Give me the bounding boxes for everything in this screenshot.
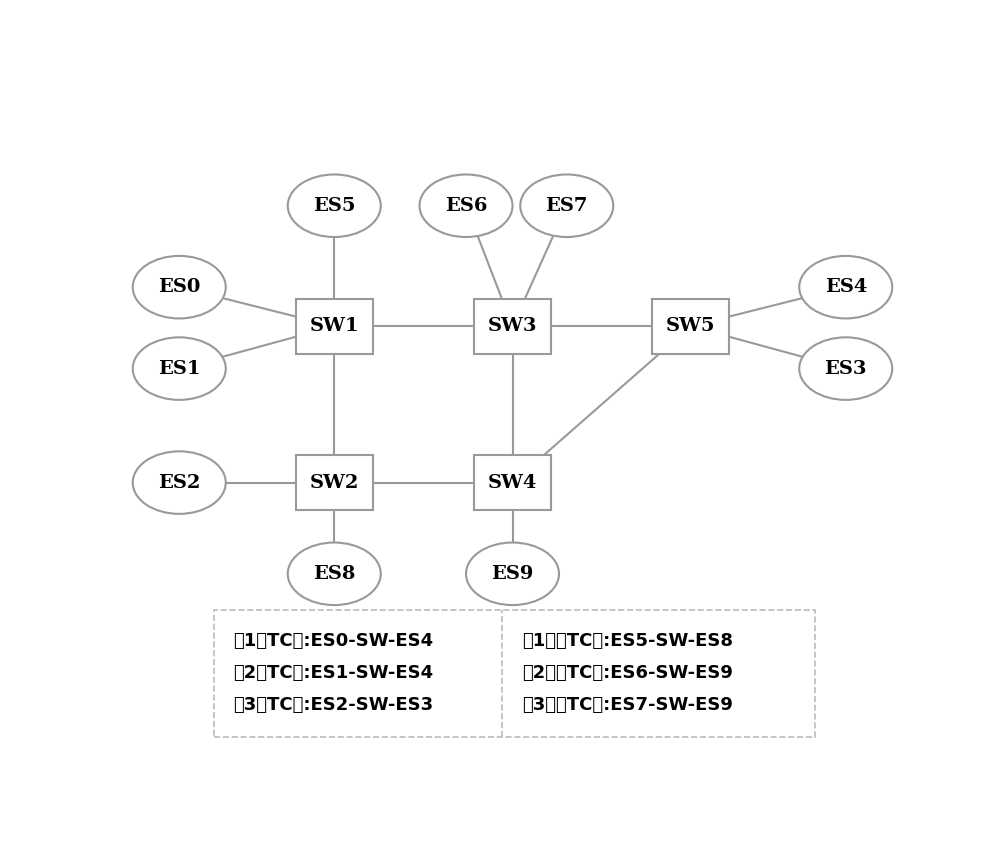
Text: SW3: SW3: [488, 317, 537, 335]
Ellipse shape: [420, 174, 512, 237]
Text: SW5: SW5: [666, 317, 716, 335]
FancyBboxPatch shape: [652, 299, 729, 354]
Text: ES2: ES2: [158, 474, 200, 492]
Text: ES7: ES7: [546, 197, 588, 215]
Ellipse shape: [799, 255, 892, 318]
Text: ES3: ES3: [824, 360, 867, 377]
Text: SW1: SW1: [309, 317, 359, 335]
FancyBboxPatch shape: [214, 610, 815, 737]
Text: ES0: ES0: [158, 278, 200, 296]
FancyBboxPatch shape: [296, 299, 373, 354]
Ellipse shape: [466, 542, 559, 605]
Text: ES9: ES9: [491, 565, 534, 583]
Text: ES1: ES1: [158, 360, 201, 377]
FancyBboxPatch shape: [474, 299, 551, 354]
Ellipse shape: [520, 174, 613, 237]
Text: 第1个非TC流:ES5-SW-ES8: 第1个非TC流:ES5-SW-ES8: [522, 632, 733, 651]
FancyBboxPatch shape: [474, 455, 551, 510]
Ellipse shape: [133, 338, 226, 400]
Text: ES5: ES5: [313, 197, 356, 215]
Ellipse shape: [133, 451, 226, 514]
Ellipse shape: [133, 255, 226, 318]
Text: SW4: SW4: [488, 474, 537, 492]
Ellipse shape: [799, 338, 892, 400]
Text: 第2个TC流:ES1-SW-ES4: 第2个TC流:ES1-SW-ES4: [234, 664, 434, 682]
Text: ES8: ES8: [313, 565, 355, 583]
Text: ES4: ES4: [825, 278, 867, 296]
Text: 第3个TC流:ES2-SW-ES3: 第3个TC流:ES2-SW-ES3: [234, 696, 434, 714]
Ellipse shape: [288, 174, 381, 237]
Text: 第2个非TC流:ES6-SW-ES9: 第2个非TC流:ES6-SW-ES9: [522, 664, 733, 682]
Text: 第3个非TC流:ES7-SW-ES9: 第3个非TC流:ES7-SW-ES9: [522, 696, 733, 714]
Text: 第1个TC流:ES0-SW-ES4: 第1个TC流:ES0-SW-ES4: [234, 632, 434, 651]
Text: SW2: SW2: [310, 474, 359, 492]
FancyBboxPatch shape: [296, 455, 373, 510]
Text: ES6: ES6: [445, 197, 487, 215]
Ellipse shape: [288, 542, 381, 605]
